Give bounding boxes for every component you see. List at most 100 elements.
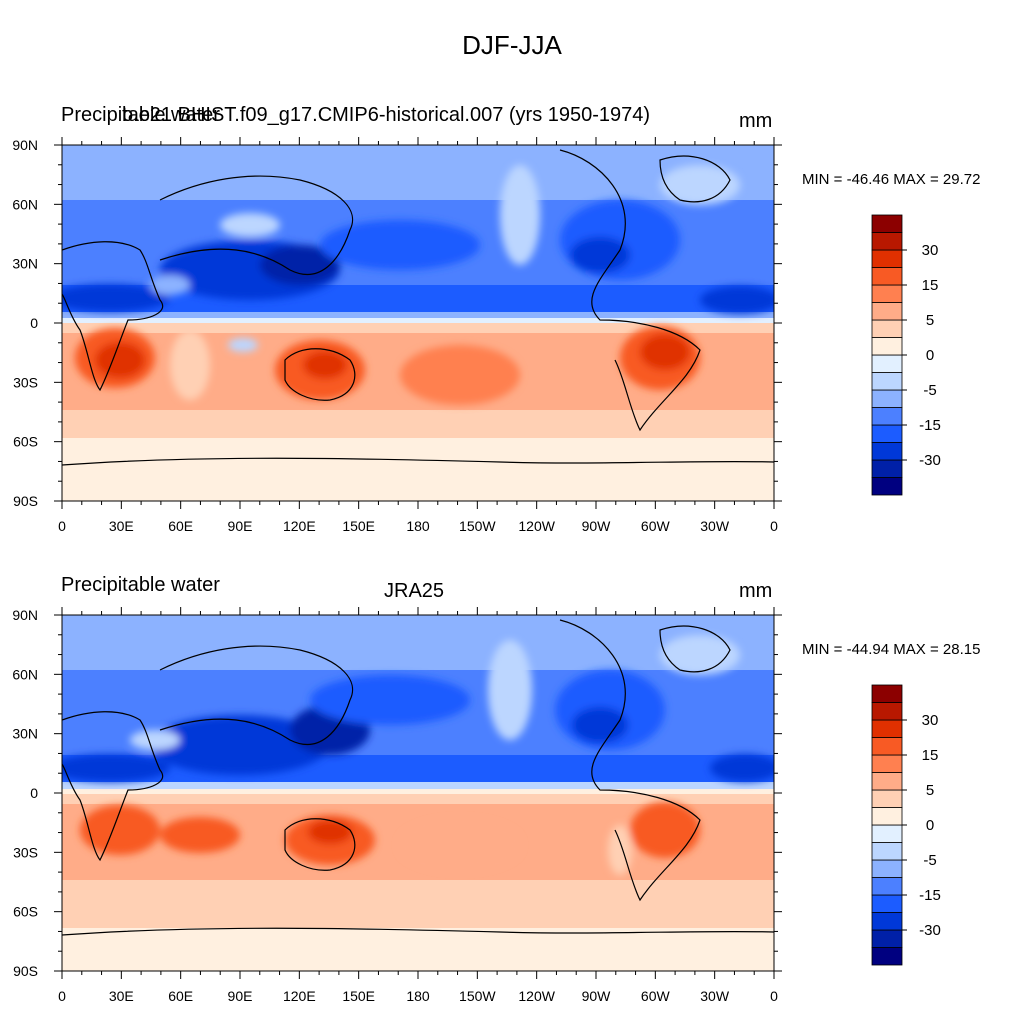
lon-tick-label: 150W	[459, 518, 496, 534]
colorbar-swatch	[871, 877, 903, 896]
panel-2-units: mm	[739, 580, 773, 602]
lon-tick-label: 0	[58, 988, 66, 1004]
panel-1-case-title: b.e21.BHIST.f09_g17.CMIP6-historical.007…	[122, 104, 651, 126]
colorbar-swatch	[871, 302, 903, 321]
colorbar-swatch	[871, 214, 903, 233]
colorbar-swatch	[871, 807, 903, 826]
lon-tick-label: 60W	[641, 988, 671, 1004]
lon-tick-label: 120W	[518, 988, 555, 1004]
colorbar-label: 0	[926, 817, 934, 834]
colorbar-swatch	[871, 337, 903, 356]
panel-2-variable-title: Precipitable water	[61, 574, 220, 596]
lon-tick-label: 150E	[342, 518, 375, 534]
colorbar-label: -5	[923, 382, 936, 399]
map-panel-1-ticks: 0 30E 60E 90E 120E 150E 180 150W 120W 90W 60W 30W 0 9…	[12, 137, 782, 534]
colorbar-swatch	[871, 354, 903, 373]
colorbar-swatch	[871, 754, 903, 773]
colorbar-swatch	[871, 772, 903, 791]
colorbar-swatch	[871, 702, 903, 721]
figure-title: DJF-JJA	[462, 30, 562, 60]
lat-tick-label: 60S	[13, 904, 38, 920]
colorbar-swatch	[871, 824, 903, 843]
colorbar-swatch	[871, 249, 903, 268]
lon-tick-label: 30W	[700, 518, 730, 534]
colorbar-swatch	[871, 684, 903, 703]
panel-1-variable-title: Precipitable water	[61, 104, 220, 126]
colorbar-2: 30 15 5 0 -5 -15 -30	[871, 684, 941, 966]
colorbar-swatch	[871, 737, 903, 756]
lon-tick-label: 120E	[283, 518, 316, 534]
lat-tick-label: 0	[30, 315, 38, 331]
lon-tick-label: 30E	[109, 518, 134, 534]
map-panel-2-ticks: 0 30E 60E 90E 120E 150E 180 150W 120W 90W 60W 30W 0 9…	[12, 607, 782, 1004]
colorbar-swatch	[871, 407, 903, 426]
colorbar-swatch	[871, 929, 903, 948]
lat-tick-label: 90N	[12, 607, 38, 623]
colorbar-swatch	[871, 894, 903, 913]
lat-tick-label: 60S	[13, 434, 38, 450]
colorbar-swatch	[871, 389, 903, 408]
colorbar-swatch	[871, 284, 903, 303]
map-panel-2	[62, 615, 774, 971]
colorbar-swatch	[871, 842, 903, 861]
colorbar-label: 30	[922, 242, 939, 259]
colorbar-swatch	[871, 947, 903, 966]
lat-tick-label: 30S	[13, 374, 38, 390]
lon-tick-label: 150W	[459, 988, 496, 1004]
colorbar-swatch	[871, 459, 903, 478]
colorbar-swatch	[871, 859, 903, 878]
lon-tick-label: 0	[58, 518, 66, 534]
lon-tick-label: 90W	[582, 518, 612, 534]
map-panel-1	[62, 145, 774, 501]
lat-tick-label: 90N	[12, 137, 38, 153]
panel-2-case-title: JRA25	[384, 580, 445, 602]
panel-1-min-max: MIN = -46.46 MAX = 29.72	[802, 171, 981, 188]
colorbar-swatch	[871, 232, 903, 251]
lon-tick-label: 30E	[109, 988, 134, 1004]
colorbar-swatch	[871, 424, 903, 443]
lat-tick-label: 90S	[13, 963, 38, 979]
lon-tick-label: 150E	[342, 988, 375, 1004]
lon-tick-label: 120W	[518, 518, 555, 534]
lat-tick-label: 30N	[12, 256, 38, 272]
colorbar-swatch	[871, 789, 903, 808]
colorbar-swatch	[871, 912, 903, 931]
lat-tick-label: 90S	[13, 493, 38, 509]
lon-tick-label: 90E	[228, 518, 253, 534]
lon-tick-label: 90E	[228, 988, 253, 1004]
colorbar-swatch	[871, 477, 903, 496]
colorbar-swatch	[871, 442, 903, 461]
lon-tick-label: 0	[770, 988, 778, 1004]
panel-2-min-max: MIN = -44.94 MAX = 28.15	[802, 641, 981, 658]
colorbar-1: 30 15 5 0 -5 -15 -30	[871, 214, 941, 496]
colorbar-label: 30	[922, 712, 939, 729]
lat-tick-label: 0	[30, 785, 38, 801]
lat-tick-label: 30N	[12, 726, 38, 742]
colorbar-label: -15	[919, 887, 941, 904]
lat-tick-label: 60N	[12, 666, 38, 682]
colorbar-label: -30	[919, 452, 941, 469]
colorbar-swatch	[871, 319, 903, 338]
lon-tick-label: 60E	[168, 988, 193, 1004]
colorbar-label: 5	[926, 312, 934, 329]
colorbar-swatch	[871, 267, 903, 286]
lon-tick-label: 180	[406, 988, 430, 1004]
lon-tick-label: 60E	[168, 518, 193, 534]
lon-tick-label: 120E	[283, 988, 316, 1004]
lat-tick-label: 30S	[13, 844, 38, 860]
colorbar-label: 0	[926, 347, 934, 364]
lat-tick-label: 60N	[12, 196, 38, 212]
lon-tick-label: 90W	[582, 988, 612, 1004]
lon-tick-label: 0	[770, 518, 778, 534]
colorbar-label: -30	[919, 922, 941, 939]
colorbar-label: 15	[922, 277, 939, 294]
colorbar-label: -5	[923, 852, 936, 869]
colorbar-swatch	[871, 372, 903, 391]
lon-tick-label: 30W	[700, 988, 730, 1004]
lon-tick-label: 180	[406, 518, 430, 534]
colorbar-label: -15	[919, 417, 941, 434]
panel-1-units: mm	[739, 110, 773, 132]
colorbar-swatch	[871, 719, 903, 738]
colorbar-label: 15	[922, 747, 939, 764]
